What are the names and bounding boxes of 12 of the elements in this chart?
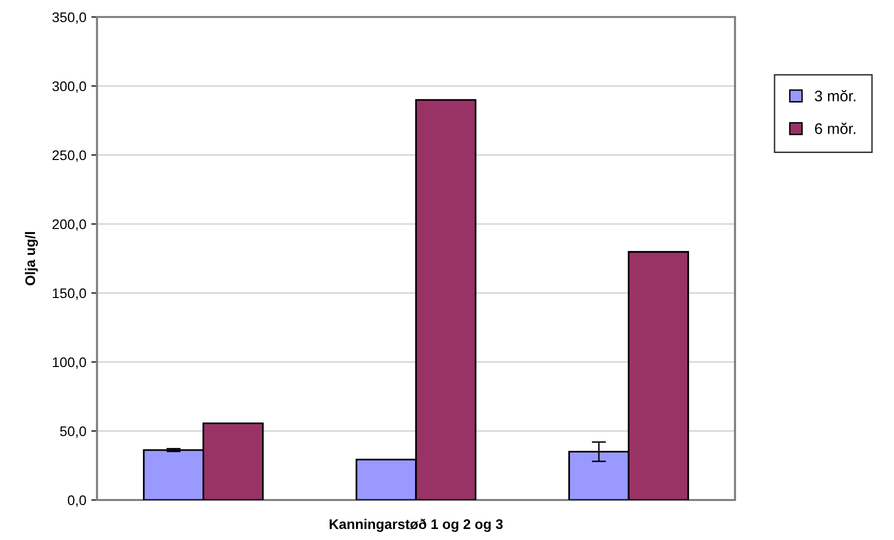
legend-label: 3 mŏr. — [814, 90, 856, 102]
y-tick-label: 0,0 — [68, 495, 86, 507]
x-axis-title: Kanningarstøð 1 og 2 og 3 — [330, 518, 503, 532]
y-tick-label: 150,0 — [52, 288, 86, 300]
y-tick-label: 100,0 — [52, 357, 86, 369]
y-tick-label: 250,0 — [52, 150, 86, 162]
y-tick-label: 50,0 — [60, 426, 86, 438]
y-tick-label: 300,0 — [52, 81, 86, 93]
y-tick-label: 200,0 — [52, 219, 86, 231]
legend-label: 6 mŏr. — [815, 122, 856, 134]
y-tick-label: 350,0 — [52, 12, 86, 24]
y-axis-title: Olja ug/l — [24, 232, 38, 286]
